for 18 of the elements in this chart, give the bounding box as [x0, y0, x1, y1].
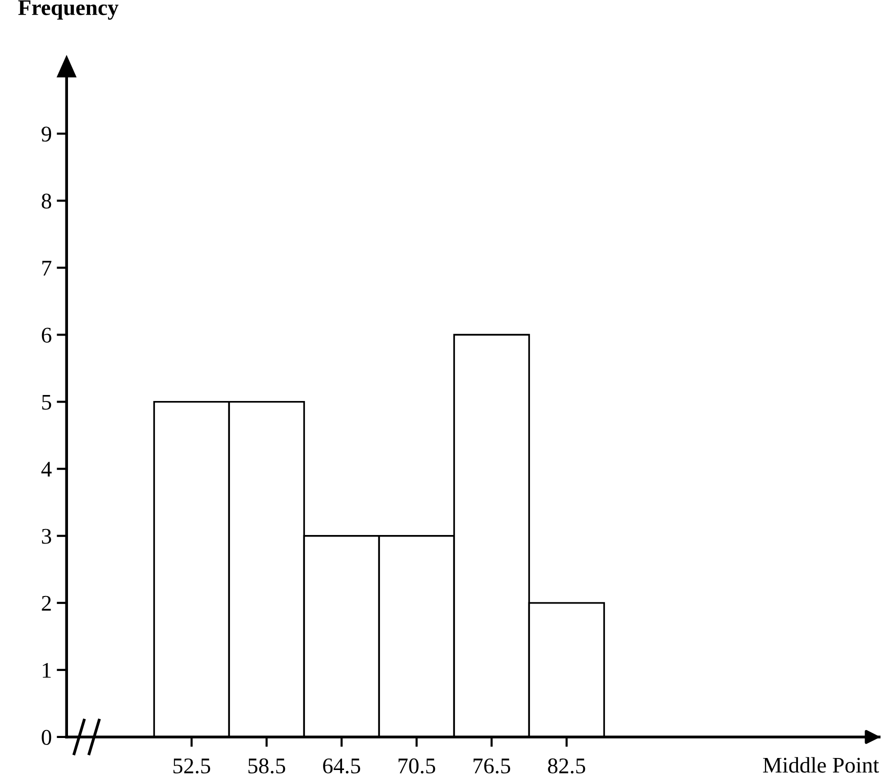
y-tick-label: 4 — [41, 462, 52, 477]
y-tick-label: 8 — [42, 194, 52, 209]
y-tick-label: 0 — [42, 730, 52, 745]
x-tick-label: 76.5 — [474, 758, 510, 774]
x-tick-label: 52.5 — [173, 758, 210, 774]
y-tick-label: 2 — [42, 596, 51, 611]
x-tick-label: 58.5 — [248, 758, 286, 774]
y-tick-label: 6 — [42, 328, 52, 343]
y-tick-label: 5 — [42, 394, 52, 410]
y-tick-label: 1 — [42, 662, 51, 678]
y-tick-label: 7 — [42, 260, 52, 276]
y-axis-title: Frequency — [18, 0, 118, 20]
y-tick-label: 9 — [42, 126, 52, 142]
y-tick-label: 3 — [42, 528, 52, 544]
x-tick-label: 64.5 — [323, 758, 360, 774]
x-axis-title: Middle Point — [763, 757, 879, 773]
x-tick-label: 70.5 — [398, 758, 436, 774]
x-tick-label: 82.5 — [548, 758, 586, 774]
